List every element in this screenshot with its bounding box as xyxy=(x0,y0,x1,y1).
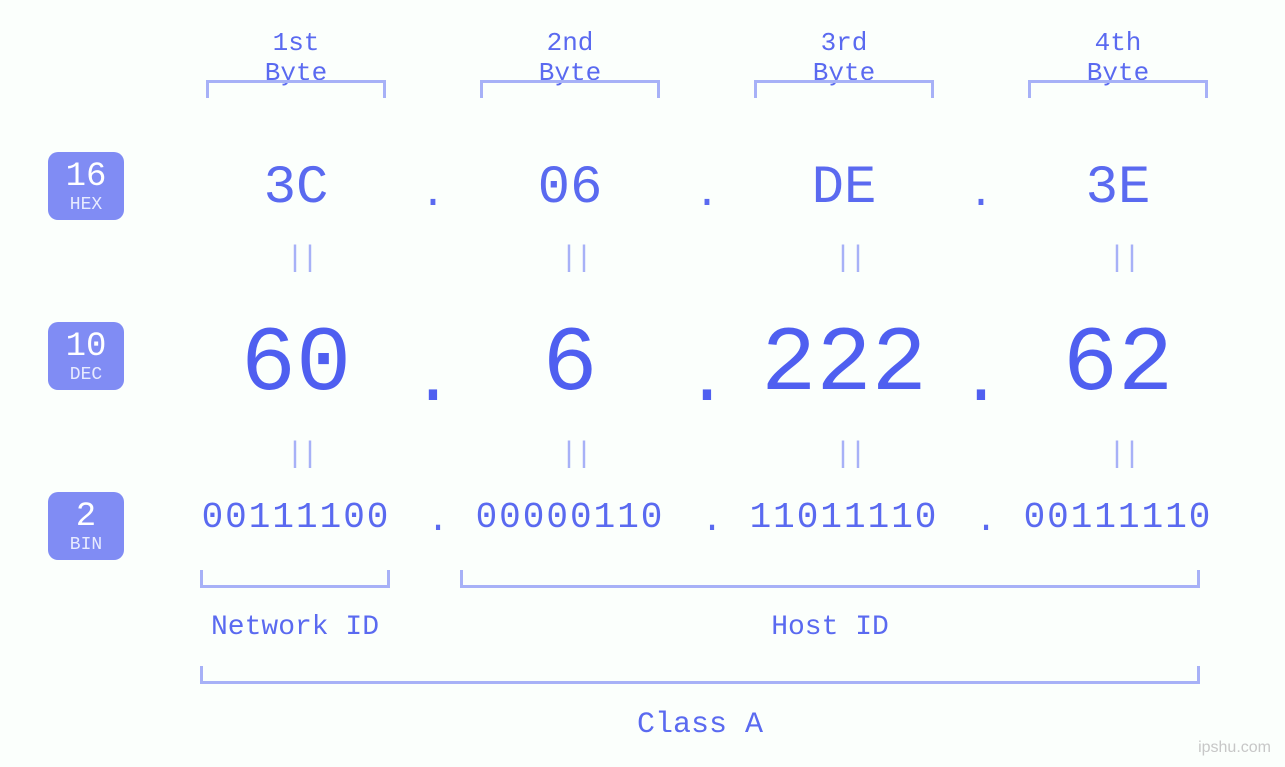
hex-badge: 16 HEX xyxy=(48,152,124,220)
ip-breakdown-diagram: 1st Byte 2nd Byte 3rd Byte 4th Byte 16 H… xyxy=(0,0,1285,767)
dec-badge-num: 10 xyxy=(48,330,124,364)
network-id-label: Network ID xyxy=(200,612,390,643)
dec-value-2: 6 xyxy=(480,312,660,417)
dec-value-4: 62 xyxy=(1028,312,1208,417)
hex-sep-2: . xyxy=(680,170,734,218)
dec-value-3: 222 xyxy=(754,312,934,417)
bin-value-4: 00111110 xyxy=(998,497,1238,538)
equals-2-1: || xyxy=(286,438,306,472)
byte-label-4: 4th Byte xyxy=(1068,28,1168,88)
network-id-bracket xyxy=(200,570,390,588)
top-bracket-3 xyxy=(754,80,934,98)
hex-sep-1: . xyxy=(406,170,460,218)
top-bracket-4 xyxy=(1028,80,1208,98)
dec-sep-1: . xyxy=(406,340,460,422)
bin-badge: 2 BIN xyxy=(48,492,124,560)
dec-badge: 10 DEC xyxy=(48,322,124,390)
watermark: ipshu.com xyxy=(1198,739,1271,757)
equals-1-1: || xyxy=(286,242,306,276)
dec-sep-2: . xyxy=(680,340,734,422)
bin-value-1: 00111100 xyxy=(176,497,416,538)
hex-value-4: 3E xyxy=(1028,158,1208,219)
bin-badge-num: 2 xyxy=(48,500,124,534)
byte-label-3: 3rd Byte xyxy=(794,28,894,88)
bin-value-3: 11011110 xyxy=(724,497,964,538)
hex-badge-num: 16 xyxy=(48,160,124,194)
equals-1-3: || xyxy=(834,242,854,276)
equals-2-3: || xyxy=(834,438,854,472)
byte-label-2: 2nd Byte xyxy=(520,28,620,88)
hex-sep-3: . xyxy=(954,170,1008,218)
equals-2-2: || xyxy=(560,438,580,472)
dec-badge-label: DEC xyxy=(48,366,124,384)
dec-sep-3: . xyxy=(954,340,1008,422)
top-bracket-2 xyxy=(480,80,660,98)
equals-1-4: || xyxy=(1108,242,1128,276)
hex-value-2: 06 xyxy=(480,158,660,219)
hex-value-1: 3C xyxy=(206,158,386,219)
dec-value-1: 60 xyxy=(206,312,386,417)
top-bracket-1 xyxy=(206,80,386,98)
class-bracket xyxy=(200,666,1200,684)
host-id-label: Host ID xyxy=(460,612,1200,643)
hex-value-3: DE xyxy=(754,158,934,219)
equals-1-2: || xyxy=(560,242,580,276)
bin-badge-label: BIN xyxy=(48,536,124,554)
host-id-bracket xyxy=(460,570,1200,588)
byte-label-1: 1st Byte xyxy=(246,28,346,88)
class-label: Class A xyxy=(200,708,1200,742)
bin-value-2: 00000110 xyxy=(450,497,690,538)
equals-2-4: || xyxy=(1108,438,1128,472)
hex-badge-label: HEX xyxy=(48,196,124,214)
